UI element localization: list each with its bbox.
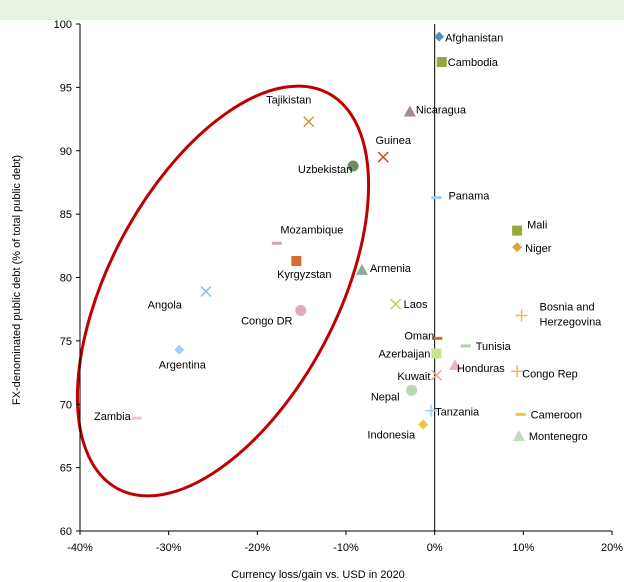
label-argentina: Argentina <box>159 360 207 372</box>
highlight-ellipse-layer <box>75 84 371 498</box>
highlight-ellipse <box>75 84 371 498</box>
point-montenegro <box>512 429 525 441</box>
label-tunisia: Tunisia <box>476 341 512 353</box>
y-tick-label: 90 <box>60 146 72 158</box>
x-tick-label: -30% <box>156 542 182 554</box>
x-tick-label: 10% <box>512 542 534 554</box>
label-afghanistan: Afghanistan <box>445 33 503 45</box>
label-laos: Laos <box>404 299 428 311</box>
header-band <box>0 0 624 20</box>
point-armenia <box>355 263 368 275</box>
label-cambodia: Cambodia <box>448 57 499 69</box>
point-cambodia <box>436 57 447 68</box>
point-labels-layer: Afghanistan Cambodia Nicaragua Tajikistan Gu… <box>94 33 602 443</box>
point-nicaragua <box>403 105 416 117</box>
point-mozambique <box>271 241 282 245</box>
label-kuwait: Kuwait <box>397 371 430 383</box>
label-oman: Oman <box>404 330 434 342</box>
points-layer <box>131 31 528 441</box>
label-azerbaijan: Azerbaijan <box>378 349 430 361</box>
label-tajikistan: Tajikistan <box>266 95 311 107</box>
label-congo-rep: Congo Rep <box>522 368 578 380</box>
label-angola: Angola <box>148 299 183 311</box>
label-tanzania: Tanzania <box>435 407 480 419</box>
y-tick-label: 80 <box>60 273 72 285</box>
label-montenegro: Montenegro <box>529 431 588 443</box>
x-tick-label: 20% <box>601 542 623 554</box>
point-kuwait <box>430 369 442 381</box>
label-honduras: Honduras <box>457 363 505 375</box>
label-guinea: Guinea <box>375 135 411 147</box>
label-nicaragua: Nicaragua <box>416 104 467 116</box>
point-bosnia-and-herzegovina <box>515 309 528 322</box>
point-afghanistan <box>434 31 445 42</box>
y-tick-label: 65 <box>60 463 72 475</box>
x-tick-label: -20% <box>244 542 270 554</box>
point-oman <box>432 336 443 340</box>
point-honduras <box>449 358 462 370</box>
point-angola <box>200 285 212 297</box>
point-panama <box>431 196 442 200</box>
axes-layer: 60 65 70 75 80 85 90 95 100 -40% -30% -20% -10% 0% 10%… <box>54 19 624 554</box>
point-guinea <box>377 151 389 163</box>
label-indonesia: Indonesia <box>367 430 416 442</box>
point-zambia <box>131 416 142 420</box>
x-tick-label: 0% <box>427 542 443 554</box>
y-tick-label: 60 <box>60 526 72 538</box>
label-uzbekistan: Uzbekistan <box>298 164 352 176</box>
label-congo-dr: Congo DR <box>241 315 292 327</box>
label-zambia: Zambia <box>94 411 132 423</box>
x-tick-label: -10% <box>333 542 359 554</box>
point-tanzania <box>425 404 438 417</box>
label-armenia: Armenia <box>370 263 412 275</box>
point-argentina <box>174 344 185 355</box>
point-kyrgyzstan <box>291 256 302 267</box>
point-nepal <box>406 384 418 396</box>
point-niger <box>512 242 523 253</box>
point-laos <box>390 298 402 310</box>
point-uzbekistan <box>347 160 359 172</box>
label-niger: Niger <box>525 243 552 255</box>
x-tick-label: -40% <box>67 542 93 554</box>
point-tajikistan <box>303 116 315 128</box>
x-axis-title: Currency loss/gain vs. USD in 2020 <box>231 569 405 581</box>
label-nepal: Nepal <box>371 391 400 403</box>
label-panama: Panama <box>448 191 490 203</box>
point-cameroon <box>515 412 526 416</box>
label-cameroon: Cameroon <box>531 409 582 421</box>
label-mali: Mali <box>527 220 547 232</box>
y-tick-label: 75 <box>60 336 72 348</box>
point-congo-dr <box>295 304 307 316</box>
point-mali <box>512 225 523 236</box>
y-axis-title: FX-denominated public debt (% of total p… <box>11 155 23 405</box>
y-tick-label: 100 <box>54 19 72 31</box>
y-tick-label: 95 <box>60 82 72 94</box>
point-congo-rep <box>511 365 524 378</box>
y-tick-label: 85 <box>60 209 72 221</box>
point-tunisia <box>460 344 471 348</box>
label-mozambique: Mozambique <box>280 224 343 236</box>
label-kyrgyzstan: Kyrgyzstan <box>277 269 331 281</box>
y-tick-label: 70 <box>60 399 72 411</box>
point-azerbaijan <box>431 348 442 359</box>
label-bosnia-and-herzegovina: Bosnia and Herzegovina <box>540 302 603 329</box>
point-indonesia <box>418 419 429 430</box>
